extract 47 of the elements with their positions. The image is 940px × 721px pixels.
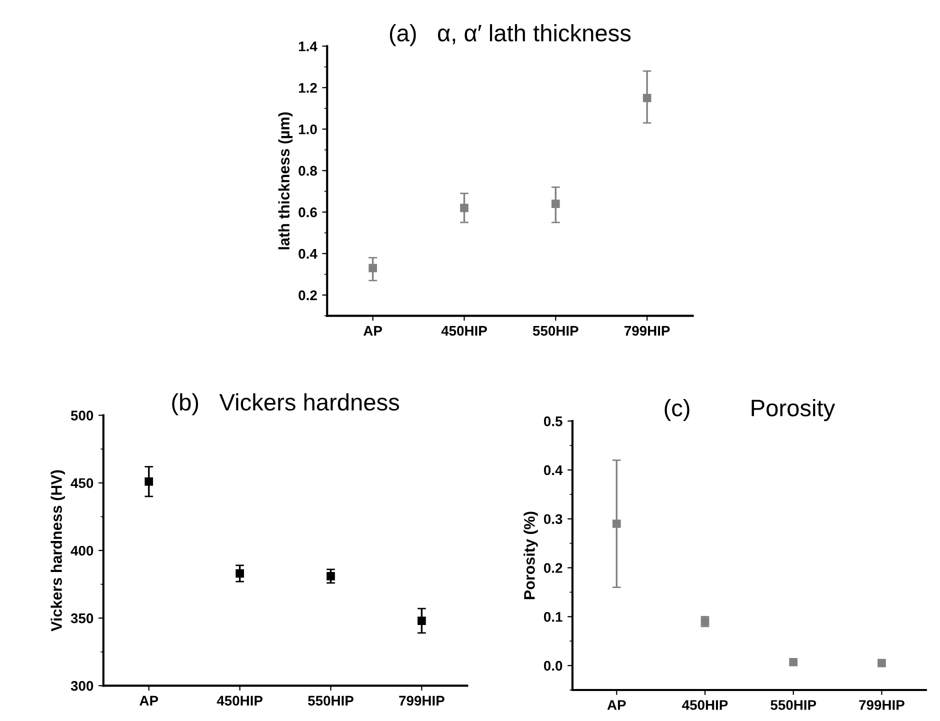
y-tick-label: 0.1 — [544, 612, 562, 622]
y-tick-label: 0.3 — [544, 514, 562, 524]
y-tick-label: 1.0 — [298, 124, 317, 134]
point — [368, 264, 377, 272]
x-tick-label: 450HIP — [216, 696, 263, 706]
y-tick-label: 1.4 — [298, 42, 318, 52]
point — [460, 204, 468, 212]
point — [642, 94, 652, 102]
y-tick-label: 1.2 — [298, 82, 317, 93]
y-tick-label: 0.2 — [298, 290, 317, 300]
y-axis-title: Porosity (%) — [524, 512, 538, 600]
chart-title: (b) Vickers hardness — [172, 393, 400, 416]
y-tick-label: 0.4 — [298, 248, 318, 259]
x-tick-label: 799HIP — [624, 326, 670, 336]
x-tick-label: 799HIP — [399, 696, 444, 706]
y-tick-label: 0.6 — [298, 207, 317, 218]
point — [326, 572, 335, 580]
y-tick-label: 300 — [70, 681, 94, 691]
point — [878, 658, 886, 668]
point — [551, 200, 560, 208]
x-tick-label: 550HIP — [308, 696, 354, 706]
x-tick-label: AP — [607, 700, 626, 710]
x-tick-label: 450HIP — [682, 700, 728, 710]
y-tick-label: 400 — [70, 546, 94, 556]
x-tick-label: 450HIP — [441, 326, 487, 336]
y-tick-label: 0.5 — [544, 416, 562, 426]
y-tick-label: 500 — [70, 410, 94, 420]
y-tick-label: 0.2 — [544, 563, 562, 573]
y-tick-label: 350 — [70, 613, 94, 624]
point — [144, 477, 154, 486]
point — [789, 658, 798, 666]
x-tick-label: 550HIP — [532, 326, 578, 336]
x-tick-label: 799HIP — [859, 700, 904, 710]
y-axis-title: Vickers hardness (HV) — [50, 470, 65, 632]
y-tick-label: 450 — [70, 478, 94, 488]
y-tick-label: 0.4 — [544, 465, 563, 476]
x-tick-label: AP — [364, 326, 382, 336]
point — [236, 569, 244, 578]
point — [612, 520, 621, 528]
y-tick-label: 0.8 — [298, 166, 317, 176]
x-tick-label: AP — [140, 696, 158, 706]
y-tick-label: 0.0 — [544, 660, 562, 671]
y-axis-title: lath thickness (µm) — [278, 112, 293, 250]
chart-title: (c) Porosity — [664, 399, 836, 422]
x-tick-label: 550HIP — [770, 700, 816, 710]
point — [418, 616, 426, 625]
chart-title: (a) α, α′ lath thickness — [390, 24, 631, 46]
